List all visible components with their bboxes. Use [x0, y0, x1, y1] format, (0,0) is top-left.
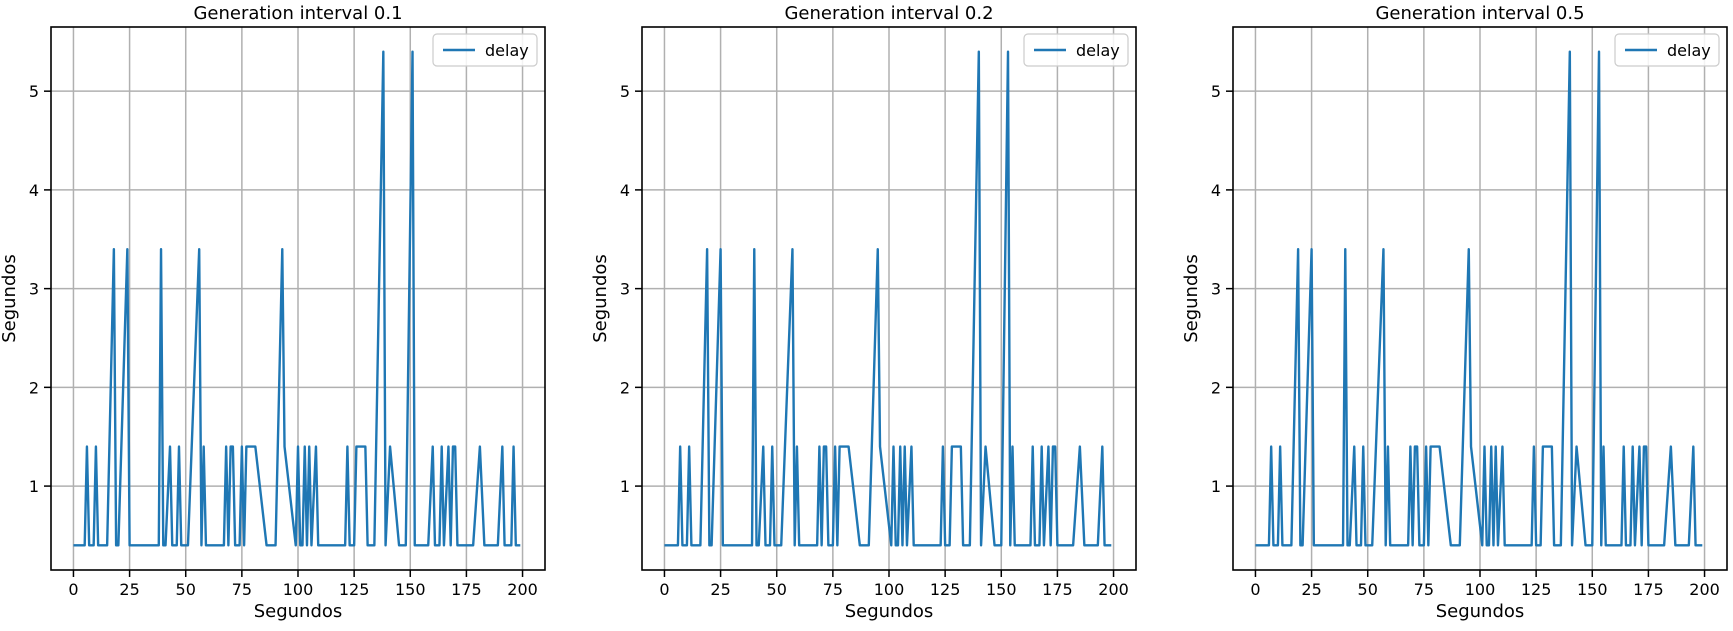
y-tick-label: 4 — [1211, 181, 1221, 200]
x-tick-label: 75 — [232, 580, 252, 599]
legend-entry-label: delay — [1667, 41, 1711, 60]
y-axis-label: Segundos — [590, 254, 611, 343]
x-tick-label: 150 — [986, 580, 1017, 599]
x-tick-label: 100 — [283, 580, 314, 599]
series-line-delay — [73, 50, 521, 547]
x-tick-label: 175 — [1042, 580, 1073, 599]
x-tick-label: 200 — [1689, 580, 1720, 599]
chart-title: Generation interval 0.5 — [1375, 3, 1584, 24]
y-tick-label: 5 — [1211, 82, 1221, 101]
x-tick-label: 200 — [1098, 580, 1129, 599]
y-tick-label: 1 — [29, 477, 39, 496]
x-tick-label: 175 — [451, 580, 482, 599]
chart-title: Generation interval 0.1 — [193, 3, 402, 24]
x-axis-label: Segundos — [1436, 601, 1525, 622]
legend-box — [1614, 33, 1720, 67]
y-tick-label: 4 — [620, 181, 630, 200]
y-tick-label: 5 — [29, 82, 39, 101]
x-tick-label: 150 — [1577, 580, 1608, 599]
x-tick-label: 175 — [1633, 580, 1664, 599]
y-tick-label: 3 — [620, 280, 630, 299]
x-axis-label: Segundos — [845, 601, 934, 622]
legend: delay — [1614, 33, 1720, 67]
legend-box — [432, 33, 538, 67]
y-tick-label: 3 — [29, 280, 39, 299]
x-tick-label: 50 — [767, 580, 787, 599]
y-tick-label: 3 — [1211, 280, 1221, 299]
x-tick-label: 75 — [1414, 580, 1434, 599]
chart-title: Generation interval 0.2 — [784, 3, 993, 24]
x-tick-label: 200 — [507, 580, 538, 599]
chart-panel-3: 0 25 50 75 100 125 150 175 200 1 2 3 4 5 Generation in… — [1181, 3, 1728, 622]
y-axis-label: Segundos — [0, 254, 20, 343]
y-tick-label: 1 — [620, 477, 630, 496]
x-tick-label: 50 — [1358, 580, 1378, 599]
legend: delay — [1023, 33, 1129, 67]
y-axis-label: Segundos — [1181, 254, 1202, 343]
x-tick-label: 0 — [68, 580, 78, 599]
x-tick-label: 150 — [395, 580, 426, 599]
chart-panel-2: 0 25 50 75 100 125 150 175 200 1 2 3 4 5 Generation in… — [590, 3, 1137, 622]
y-tick-label: 2 — [29, 378, 39, 397]
legend-entry-label: delay — [1076, 41, 1120, 60]
x-tick-label: 25 — [119, 580, 139, 599]
series-line-delay — [1255, 50, 1703, 547]
x-tick-label: 125 — [1521, 580, 1552, 599]
series-line-delay — [664, 50, 1112, 547]
x-tick-label: 25 — [1301, 580, 1321, 599]
y-tick-label: 2 — [620, 378, 630, 397]
chart-panel-1: 0 25 50 75 100 125 150 175 200 1 2 3 4 5 Generation in… — [0, 3, 546, 622]
legend-entry-label: delay — [485, 41, 529, 60]
legend: delay — [432, 33, 538, 67]
x-tick-label: 25 — [710, 580, 730, 599]
y-tick-label: 5 — [620, 82, 630, 101]
x-tick-label: 125 — [339, 580, 370, 599]
x-tick-label: 0 — [1250, 580, 1260, 599]
y-tick-label: 1 — [1211, 477, 1221, 496]
x-tick-label: 0 — [659, 580, 669, 599]
y-tick-label: 4 — [29, 181, 39, 200]
y-tick-label: 2 — [1211, 378, 1221, 397]
x-tick-label: 75 — [823, 580, 843, 599]
x-tick-label: 125 — [930, 580, 961, 599]
x-tick-label: 50 — [176, 580, 196, 599]
x-tick-label: 100 — [1465, 580, 1496, 599]
x-tick-label: 100 — [874, 580, 905, 599]
legend-box — [1023, 33, 1129, 67]
x-axis-label: Segundos — [254, 601, 343, 622]
